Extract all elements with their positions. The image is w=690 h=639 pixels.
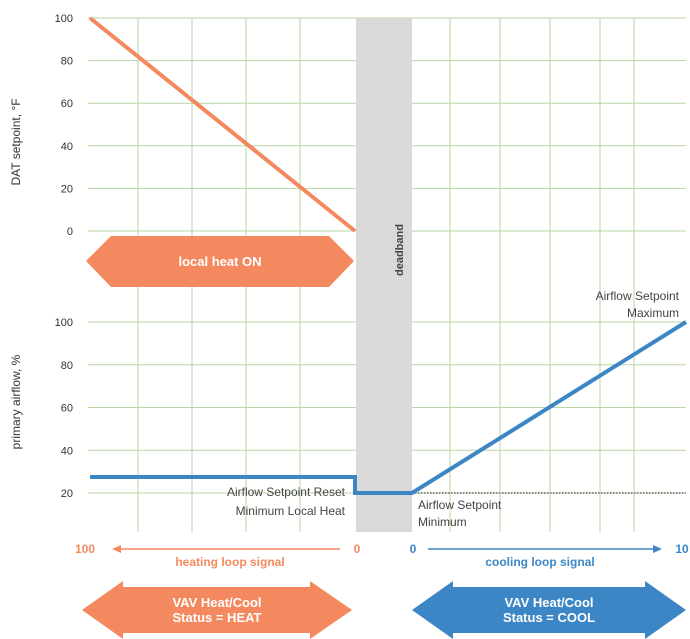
chart-marks — [88, 16, 688, 495]
max-annotation-line1: Airflow Setpoint — [596, 289, 680, 303]
max-annotation-line2: Maximum — [627, 306, 679, 320]
cooling-axis-end: 10 — [675, 542, 689, 556]
primary-airflow-line — [90, 320, 688, 495]
deadband-region — [356, 18, 412, 532]
min-annotation-line2: Minimum — [418, 515, 467, 529]
airflow-y-axis-title: primary airflow, % — [9, 354, 23, 449]
status-heat-line2: Status = HEAT — [173, 610, 262, 625]
dat-y-tick-label: 0 — [67, 226, 73, 238]
deadband-label: deadband — [394, 224, 406, 276]
dat-y-tick-label: 60 — [61, 98, 73, 110]
dat-y-axis-title: DAT setpoint, °F — [9, 98, 23, 185]
local-heat-arrow — [86, 236, 354, 287]
min-annotation-line1: Airflow Setpoint — [418, 498, 502, 512]
local-heat-label: local heat ON — [178, 254, 261, 269]
cooling-axis-arrowhead — [653, 545, 662, 553]
dat-y-tick-label: 100 — [55, 13, 73, 25]
airflow-y-tick-label: 40 — [61, 445, 73, 457]
status-cool-arrow — [412, 581, 686, 639]
heating-axis-end: 0 — [354, 542, 361, 556]
airflow-y-tick-label: 80 — [61, 360, 73, 372]
reset-annotation-line1: Airflow Setpoint Reset — [227, 485, 346, 499]
heating-axis-arrowhead — [112, 545, 121, 553]
airflow-y-tick-label: 20 — [61, 488, 73, 500]
heating-axis-start: 100 — [75, 542, 95, 556]
airflow-y-tick-label: 60 — [61, 403, 73, 415]
dat-y-tick-label: 20 — [61, 183, 73, 195]
dat-setpoint-line — [88, 16, 357, 233]
cooling-axis-label: cooling loop signal — [485, 555, 594, 569]
status-cool-line2: Status = COOL — [503, 610, 595, 625]
cooling-axis-start: 0 — [410, 542, 417, 556]
dat-y-tick-label: 80 — [61, 56, 73, 68]
status-heat-arrow — [82, 581, 352, 639]
airflow-y-tick-label: 100 — [55, 317, 73, 329]
dat-y-tick-label: 40 — [61, 141, 73, 153]
reset-annotation-line2: Minimum Local Heat — [236, 504, 346, 518]
status-cool-line1: VAV Heat/Cool — [504, 595, 593, 610]
heating-axis-label: heating loop signal — [175, 555, 284, 569]
status-heat-line1: VAV Heat/Cool — [172, 595, 261, 610]
